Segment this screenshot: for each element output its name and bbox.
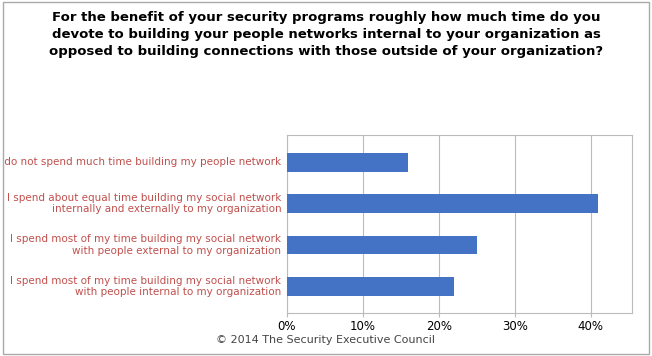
Text: © 2014 The Security Executive Council: © 2014 The Security Executive Council	[216, 335, 436, 345]
Bar	[287, 194, 599, 213]
Text: For the benefit of your security programs roughly how much time do you
devote to: For the benefit of your security program…	[49, 11, 603, 58]
Bar	[287, 236, 477, 254]
Bar	[287, 277, 454, 296]
Bar	[287, 153, 408, 172]
